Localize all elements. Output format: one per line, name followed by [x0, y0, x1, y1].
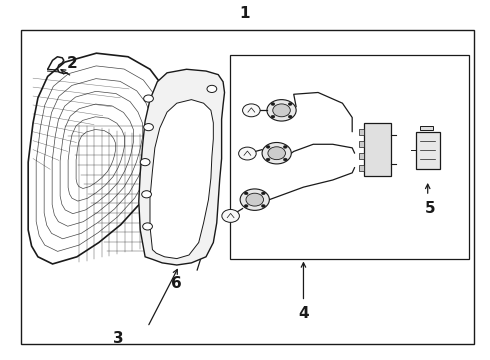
Circle shape	[271, 103, 275, 105]
Text: 2: 2	[67, 57, 77, 71]
Circle shape	[239, 147, 256, 160]
Circle shape	[142, 191, 151, 198]
Circle shape	[267, 100, 296, 121]
Circle shape	[244, 192, 248, 195]
Circle shape	[261, 192, 265, 195]
Circle shape	[268, 147, 286, 159]
Circle shape	[144, 95, 153, 102]
Circle shape	[244, 204, 248, 207]
Circle shape	[262, 143, 291, 164]
Bar	[420, 126, 433, 130]
Polygon shape	[150, 100, 213, 258]
Circle shape	[288, 103, 292, 105]
Circle shape	[261, 204, 265, 207]
Bar	[359, 141, 365, 147]
Circle shape	[240, 189, 270, 210]
Circle shape	[207, 85, 217, 93]
Text: 6: 6	[172, 276, 182, 291]
Bar	[359, 153, 365, 159]
Text: 4: 4	[298, 306, 309, 321]
Text: 5: 5	[425, 201, 436, 216]
Circle shape	[143, 223, 152, 230]
Bar	[359, 129, 365, 135]
Circle shape	[271, 115, 275, 118]
Bar	[416, 132, 440, 169]
Circle shape	[266, 158, 270, 161]
Polygon shape	[28, 53, 170, 264]
Circle shape	[243, 104, 260, 117]
Circle shape	[283, 145, 287, 148]
Circle shape	[222, 210, 240, 222]
Bar	[230, 55, 469, 258]
Circle shape	[246, 193, 264, 206]
Bar	[359, 165, 365, 171]
Circle shape	[273, 104, 290, 117]
Polygon shape	[139, 69, 224, 265]
Circle shape	[266, 145, 270, 148]
Circle shape	[144, 123, 153, 131]
Circle shape	[288, 115, 292, 118]
Bar	[365, 123, 391, 176]
Text: 3: 3	[113, 332, 123, 346]
Circle shape	[283, 158, 287, 161]
Circle shape	[140, 158, 150, 166]
Bar	[21, 30, 474, 344]
Text: 1: 1	[240, 6, 250, 21]
